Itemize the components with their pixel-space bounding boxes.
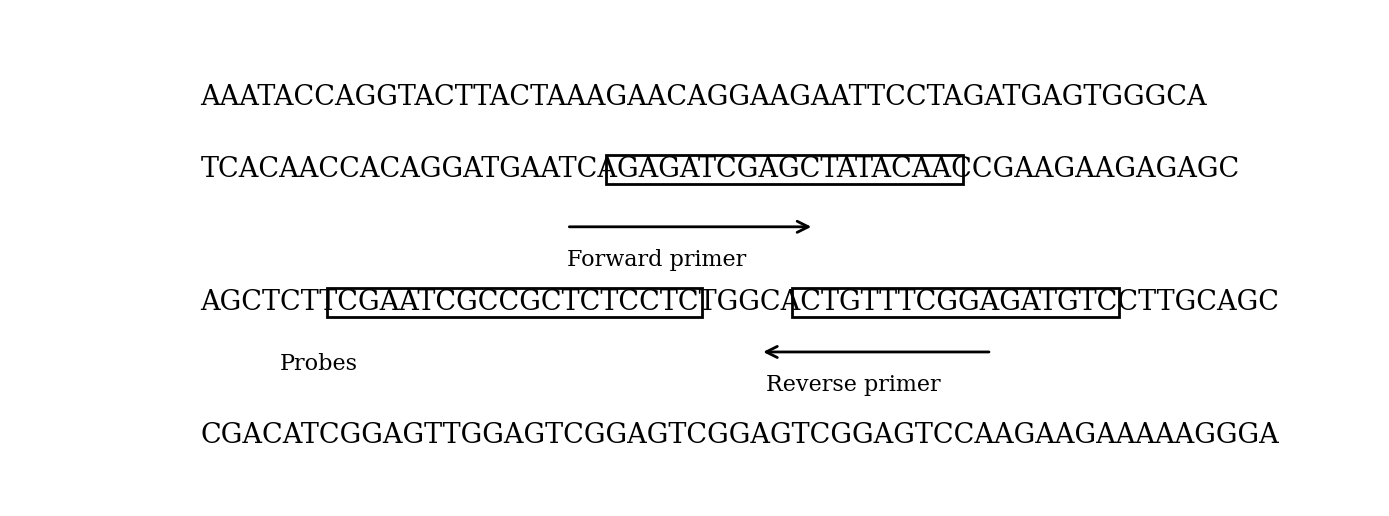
Text: CGACATCGGAGTTGGAGTCGGAGTCGGAGTCGGAGTCCAAGAAGAAAAAGGGA: CGACATCGGAGTTGGAGTCGGAGTCGGAGTCGGAGTCCAA… bbox=[200, 422, 1279, 449]
Text: TCACAACCACAGGATGAATCAGAGATCGAGCTATACAACCGAAGAAGAGAGC: TCACAACCACAGGATGAATCAGAGATCGAGCTATACAACC… bbox=[200, 156, 1240, 183]
Text: Probes: Probes bbox=[281, 353, 358, 375]
Bar bbox=[606, 155, 964, 184]
Bar bbox=[792, 288, 1120, 317]
Text: AAATACCAGGTACTTACTAAAGAACAGGAAGAATTCCTAGATGAGTGGGCA: AAATACCAGGTACTTACTAAAGAACAGGAAGAATTCCTAG… bbox=[200, 84, 1207, 111]
Bar bbox=[326, 288, 701, 317]
Text: Forward primer: Forward primer bbox=[567, 249, 746, 271]
Text: Reverse primer: Reverse primer bbox=[765, 374, 940, 396]
Text: AGCTCTTCGAATCGCCGCTCTCCTCTGGCACTGTTTCGGAGATGTCCTTGCAGC: AGCTCTTCGAATCGCCGCTCTCCTCTGGCACTGTTTCGGA… bbox=[200, 289, 1279, 316]
